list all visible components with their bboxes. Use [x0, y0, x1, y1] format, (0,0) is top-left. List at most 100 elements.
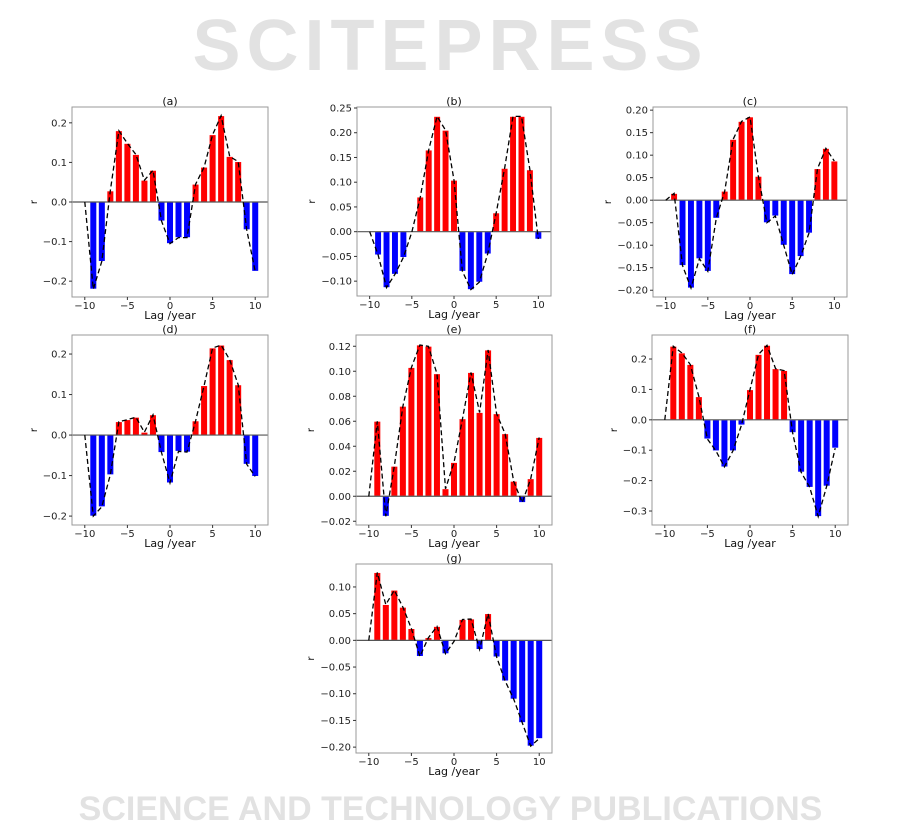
y-tick-label: 0.00: [330, 227, 352, 238]
x-tick-label: 10: [532, 300, 545, 311]
y-tick-label: 0.10: [330, 178, 352, 189]
bar: [424, 149, 433, 233]
y-tick-label: −0.05: [617, 218, 648, 229]
bar: [391, 231, 399, 275]
x-tick-label: −5: [404, 757, 419, 768]
x-tick-label: −5: [700, 301, 715, 312]
y-axis-label: r: [306, 656, 317, 661]
subplot-title: (d): [162, 323, 178, 336]
x-axis-label: Lag /year: [724, 537, 776, 550]
y-tick-label: −0.05: [321, 252, 352, 263]
bar: [500, 167, 509, 233]
bar: [217, 344, 225, 436]
y-tick-label: 0.10: [329, 582, 351, 593]
x-tick-label: −5: [404, 300, 419, 311]
bar: [822, 419, 831, 487]
bar: [797, 419, 805, 473]
subplot-g: −10 −5 0 5 10 −0.20 −0.15 −0.10 −0.05 0.00 0.05 0.1…: [306, 552, 553, 778]
bar: [678, 352, 686, 421]
x-tick-label: 0: [747, 301, 753, 312]
y-tick-label: −0.1: [43, 237, 67, 248]
bar: [518, 639, 526, 723]
bar: [746, 389, 754, 421]
subplot-title: (b): [446, 95, 462, 108]
y-tick-label: −0.3: [623, 507, 647, 518]
bar: [390, 465, 399, 497]
bar: [174, 434, 183, 452]
bar: [729, 139, 737, 201]
x-tick-label: −10: [654, 529, 675, 540]
bar: [729, 419, 737, 452]
y-tick-label: −0.2: [623, 476, 647, 487]
y-tick-label: 0.05: [626, 173, 648, 184]
x-tick-label: 5: [493, 300, 499, 311]
bar: [475, 412, 484, 497]
trend-line: [368, 344, 540, 517]
bar: [407, 367, 416, 497]
x-tick-label: −10: [655, 301, 676, 312]
bar: [416, 639, 424, 657]
y-tick-label: 0.00: [329, 492, 351, 503]
y-tick-label: −0.2: [43, 277, 67, 288]
bar: [416, 344, 424, 497]
bar: [373, 572, 382, 641]
x-tick-label: 10: [533, 757, 546, 768]
x-tick-label: 0: [167, 301, 173, 312]
trend-line: [665, 115, 835, 291]
trend-line: [664, 344, 836, 519]
bar: [763, 344, 771, 421]
y-axis-label: r: [29, 199, 40, 204]
bar: [467, 231, 475, 290]
bar: [424, 345, 433, 497]
y-tick-label: 0.00: [626, 196, 648, 207]
bar: [123, 419, 132, 436]
y-tick-label: 0.04: [329, 442, 351, 453]
y-tick-label: 0.0: [51, 198, 67, 209]
bar: [115, 130, 123, 203]
bar: [501, 433, 509, 497]
x-tick-label: 10: [829, 529, 842, 540]
x-tick-label: −5: [120, 529, 135, 540]
x-tick-label: −10: [358, 757, 379, 768]
bar: [433, 373, 441, 497]
y-tick-label: −0.1: [623, 446, 647, 457]
bar: [132, 416, 140, 436]
bar: [441, 488, 450, 497]
x-tick-label: 5: [493, 529, 499, 540]
bar: [822, 148, 830, 201]
x-tick-label: 10: [533, 529, 546, 540]
x-axis-label: Lag /year: [724, 309, 776, 322]
subplot-d: −10 −5 0 5 10 −0.2 −0.1 0.0 0.1 0.2 (d) Lag /year r: [29, 323, 269, 550]
y-axis-label: r: [307, 199, 318, 204]
bar: [788, 199, 796, 275]
subplot-title: (g): [446, 552, 462, 565]
y-tick-label: 0.2: [51, 350, 67, 361]
subplot-title: (e): [446, 323, 461, 336]
x-axis-label: Lag /year: [144, 309, 196, 322]
y-tick-label: 0.06: [329, 417, 351, 428]
bar: [492, 413, 501, 497]
bar: [526, 478, 535, 497]
bar: [484, 613, 492, 641]
y-tick-label: 0.15: [626, 128, 648, 139]
bar: [200, 385, 208, 436]
bar: [678, 199, 687, 266]
x-tick-label: 0: [451, 300, 457, 311]
subplot-c: −10 −5 0 5 10 −0.20 −0.15 −0.10 −0.05 0.00 0.05 0.1…: [603, 95, 848, 322]
bar: [441, 129, 450, 233]
bar: [89, 201, 98, 290]
y-tick-label: 0.2: [51, 118, 67, 129]
x-tick-label: 5: [209, 529, 215, 540]
subplot-e: −10 −5 0 5 10 −0.02 0.00 0.02 0.04 0.06 0.08 0.10 0.…: [306, 323, 553, 550]
x-tick-label: 0: [451, 529, 457, 540]
x-tick-label: 5: [789, 529, 795, 540]
y-tick-label: 0.2: [631, 355, 647, 366]
subplot-f: −10 −5 0 5 10 −0.3 −0.2 −0.1 0.0 0.1 0.2 (f) Lag /ye…: [609, 323, 849, 550]
bar: [390, 589, 399, 641]
bar: [374, 231, 382, 256]
x-tick-label: −10: [358, 529, 379, 540]
y-tick-label: 0.1: [51, 390, 67, 401]
trend-line: [368, 572, 540, 748]
bar: [149, 414, 157, 436]
bar: [517, 116, 526, 233]
